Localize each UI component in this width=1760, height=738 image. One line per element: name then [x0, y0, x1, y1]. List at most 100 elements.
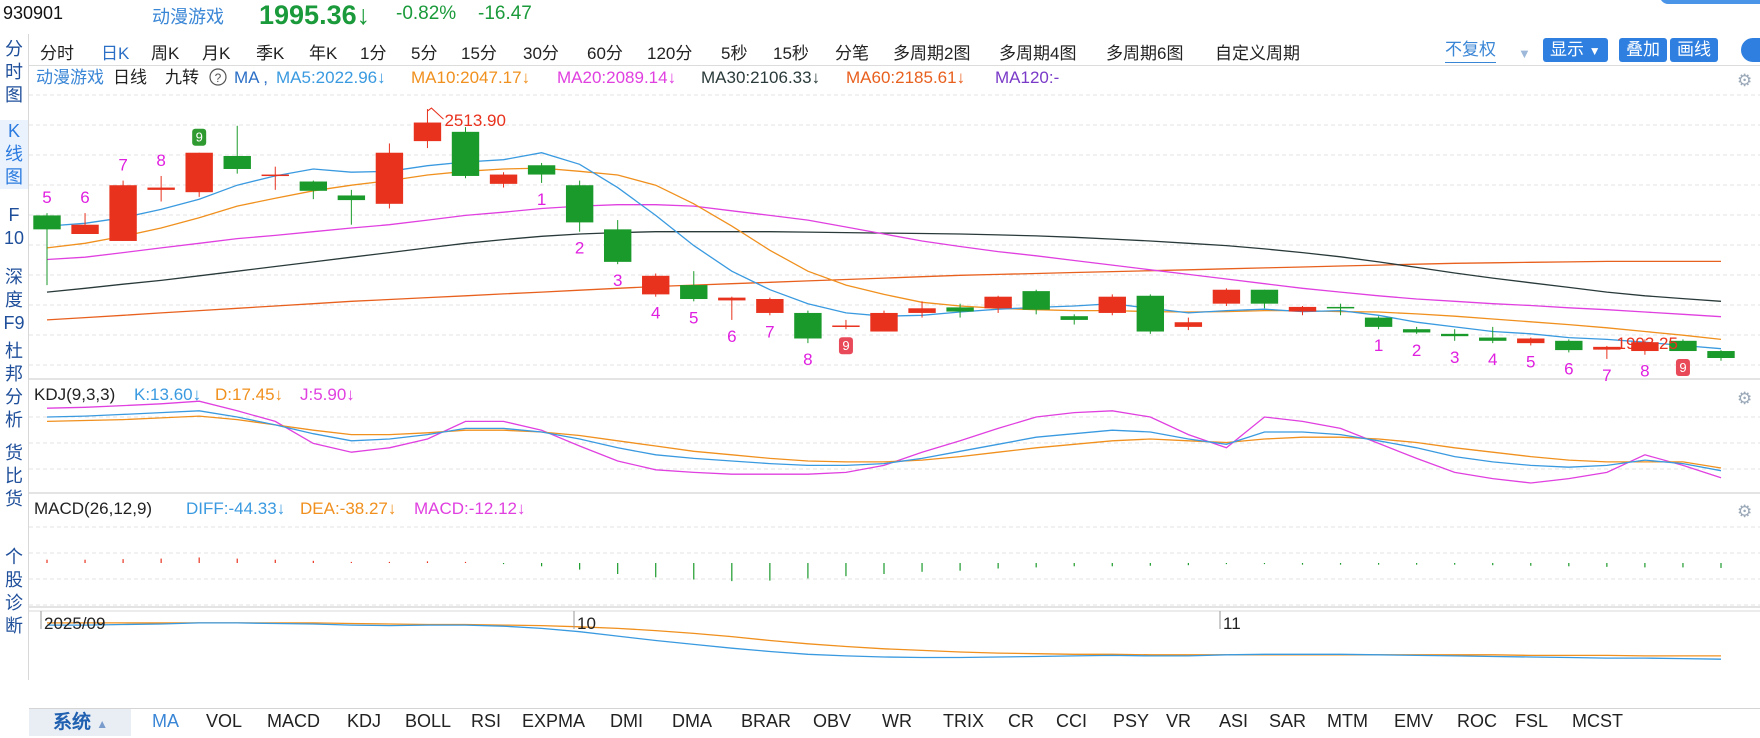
period-tab-13[interactable]: 15秒 [773, 44, 809, 63]
indicator-tab-17[interactable]: ASI [1219, 711, 1249, 731]
candle [33, 213, 61, 286]
candle [908, 301, 936, 318]
candle-body [1479, 337, 1507, 341]
candle [1136, 294, 1165, 334]
candle [1402, 326, 1431, 334]
candle [1479, 326, 1507, 344]
nine-count-label: 3 [613, 271, 622, 290]
period-tab-12[interactable]: 5秒 [721, 44, 748, 63]
fuquan-label: 不复权 [1445, 40, 1496, 59]
candle-body [1174, 322, 1203, 327]
candle-body [413, 122, 442, 142]
candle [718, 296, 746, 320]
indicator-tab-21[interactable]: ROC [1457, 711, 1497, 731]
indicator-tab-4[interactable]: BOLL [405, 711, 452, 731]
display-button[interactable]: 显示 ▼ [1543, 38, 1608, 62]
top-right-button[interactable] [1660, 0, 1760, 4]
candle-body [1326, 306, 1355, 309]
ma-legend-item: MA120:- [995, 68, 1059, 87]
chevron-down-icon: ▼ [1588, 44, 1601, 58]
sidebar-item-6[interactable]: 个 股 诊 断 [5, 547, 23, 636]
nine-count-label: 8 [1640, 362, 1649, 381]
nine-count-label: 1 [537, 190, 546, 209]
indicator-tab-3[interactable]: KDJ [347, 711, 382, 731]
period-tab-5[interactable]: 年K [309, 44, 338, 63]
period-tab-9[interactable]: 30分 [523, 44, 559, 63]
draw-line-button[interactable]: 画线 [1670, 38, 1718, 62]
candle-body [565, 185, 594, 223]
period-tab-14[interactable]: 分笔 [835, 44, 869, 63]
period-tab-8[interactable]: 15分 [461, 44, 497, 63]
candle [1098, 294, 1126, 316]
indicator-tab-9[interactable]: BRAR [741, 711, 792, 731]
sidebar-item-1[interactable]: K 线 图 [0, 120, 28, 189]
period-tab-1[interactable]: 日K [101, 44, 130, 63]
sidebar-item-0[interactable]: 分 时 图 [5, 39, 23, 105]
date-label: 11 [1223, 614, 1241, 633]
sidebar-item-3[interactable]: 深 度 F9 [3, 267, 25, 333]
gear-icon[interactable]: ⚙ [1737, 389, 1752, 408]
candle [1250, 289, 1279, 309]
indicator-tab-15[interactable]: PSY [1113, 711, 1150, 731]
fuquan-dropdown[interactable]: 不复权 [1445, 38, 1496, 63]
indicator-tab-10[interactable]: OBV [813, 711, 852, 731]
indicator-bar: 系统 ▲ MA VOL MACD KDJ BOLL RSI EXPMA DMI DMA BRAR O… [29, 708, 1760, 736]
sidebar-item-4[interactable]: 杜 邦 分 析 [5, 341, 23, 430]
period-tab-18[interactable]: 自定义周期 [1215, 44, 1300, 63]
gear-icon[interactable]: ⚙ [1737, 502, 1752, 521]
indicator-tab-11[interactable]: WR [882, 711, 912, 731]
indicator-tab-6[interactable]: EXPMA [522, 711, 586, 731]
indicator-tab-23[interactable]: MCST [1572, 711, 1623, 731]
gear-icon[interactable]: ⚙ [1737, 71, 1752, 90]
candle-body [1060, 316, 1088, 320]
candle-body [1707, 351, 1735, 358]
period-tab-7[interactable]: 5分 [411, 44, 438, 63]
period-tab-2[interactable]: 周K [151, 44, 180, 63]
period-tab-6[interactable]: 1分 [360, 44, 387, 63]
candle-body [337, 195, 366, 201]
low-label: 1993.25 [1617, 334, 1678, 353]
candle [756, 297, 784, 316]
ma-legend-item: MA , [234, 68, 268, 87]
indicator-tab-2[interactable]: MACD [267, 711, 320, 731]
indicator-tab-18[interactable]: SAR [1269, 711, 1307, 731]
period-tab-10[interactable]: 60分 [587, 44, 623, 63]
indicator-tab-22[interactable]: FSL [1515, 711, 1549, 731]
sidebar-item-2[interactable]: F 10 [3, 205, 25, 248]
indicator-tab-1[interactable]: VOL [206, 711, 243, 731]
period-tab-15[interactable]: 多周期2图 [893, 44, 971, 63]
overlay-button[interactable]: 叠加 [1619, 38, 1667, 62]
indicator-tab-5[interactable]: RSI [471, 711, 502, 731]
candle-body [1022, 291, 1050, 310]
period-toolbar: 分时 日K 周K 月K 季K 年K 1分 5分 15分 30分 60分 120分 5秒 15秒 分笔 多周期2… [29, 34, 1760, 66]
ma-legend-item: MA20:2089.14↓ [557, 68, 676, 87]
ma-legend-item: 日线 [113, 68, 147, 87]
system-menu[interactable]: 系统 ▲ [29, 709, 131, 736]
indicator-tab-20[interactable]: EMV [1394, 711, 1434, 731]
help-icon [209, 68, 227, 86]
indicator-tab-16[interactable]: VR [1166, 711, 1192, 731]
indicator-tab-19[interactable]: MTM [1327, 711, 1368, 731]
period-tab-0[interactable]: 分时 [40, 44, 74, 63]
indicator-tab-13[interactable]: CR [1008, 711, 1034, 731]
indicator-tab-0[interactable]: MA [152, 711, 179, 731]
candle-body [185, 152, 213, 193]
collapse-toggle-icon[interactable] [1741, 38, 1760, 62]
indicator-tab-12[interactable]: TRIX [943, 711, 985, 731]
period-tab-17[interactable]: 多周期6图 [1106, 44, 1184, 63]
indicator-tab-14[interactable]: CCI [1056, 711, 1087, 731]
period-tab-3[interactable]: 月K [202, 44, 231, 63]
indicator-tab-8[interactable]: DMA [672, 711, 712, 731]
kline-chart[interactable]: ⚙ ⚙ ⚙ 5 6 7 8 9 1 2 3 4 5 6 7 8 9 1 2 3 4 5 6 7 8 9 2513.90 1993.25… [29, 65, 1760, 708]
stock-name[interactable]: 动漫游戏 [152, 7, 224, 27]
indicator-tab-7[interactable]: DMI [610, 711, 643, 731]
period-tab-4[interactable]: 季K [256, 44, 285, 63]
candle [1364, 316, 1393, 330]
period-tab-11[interactable]: 120分 [647, 44, 693, 63]
sidebar-item-5[interactable]: 货 比 货 [5, 443, 23, 509]
nine-count-label: 8 [156, 151, 165, 170]
period-tab-16[interactable]: 多周期4图 [999, 44, 1077, 63]
nine-count-label: 6 [1564, 359, 1573, 378]
candle-body [1631, 342, 1659, 352]
candle-body [1402, 329, 1431, 333]
